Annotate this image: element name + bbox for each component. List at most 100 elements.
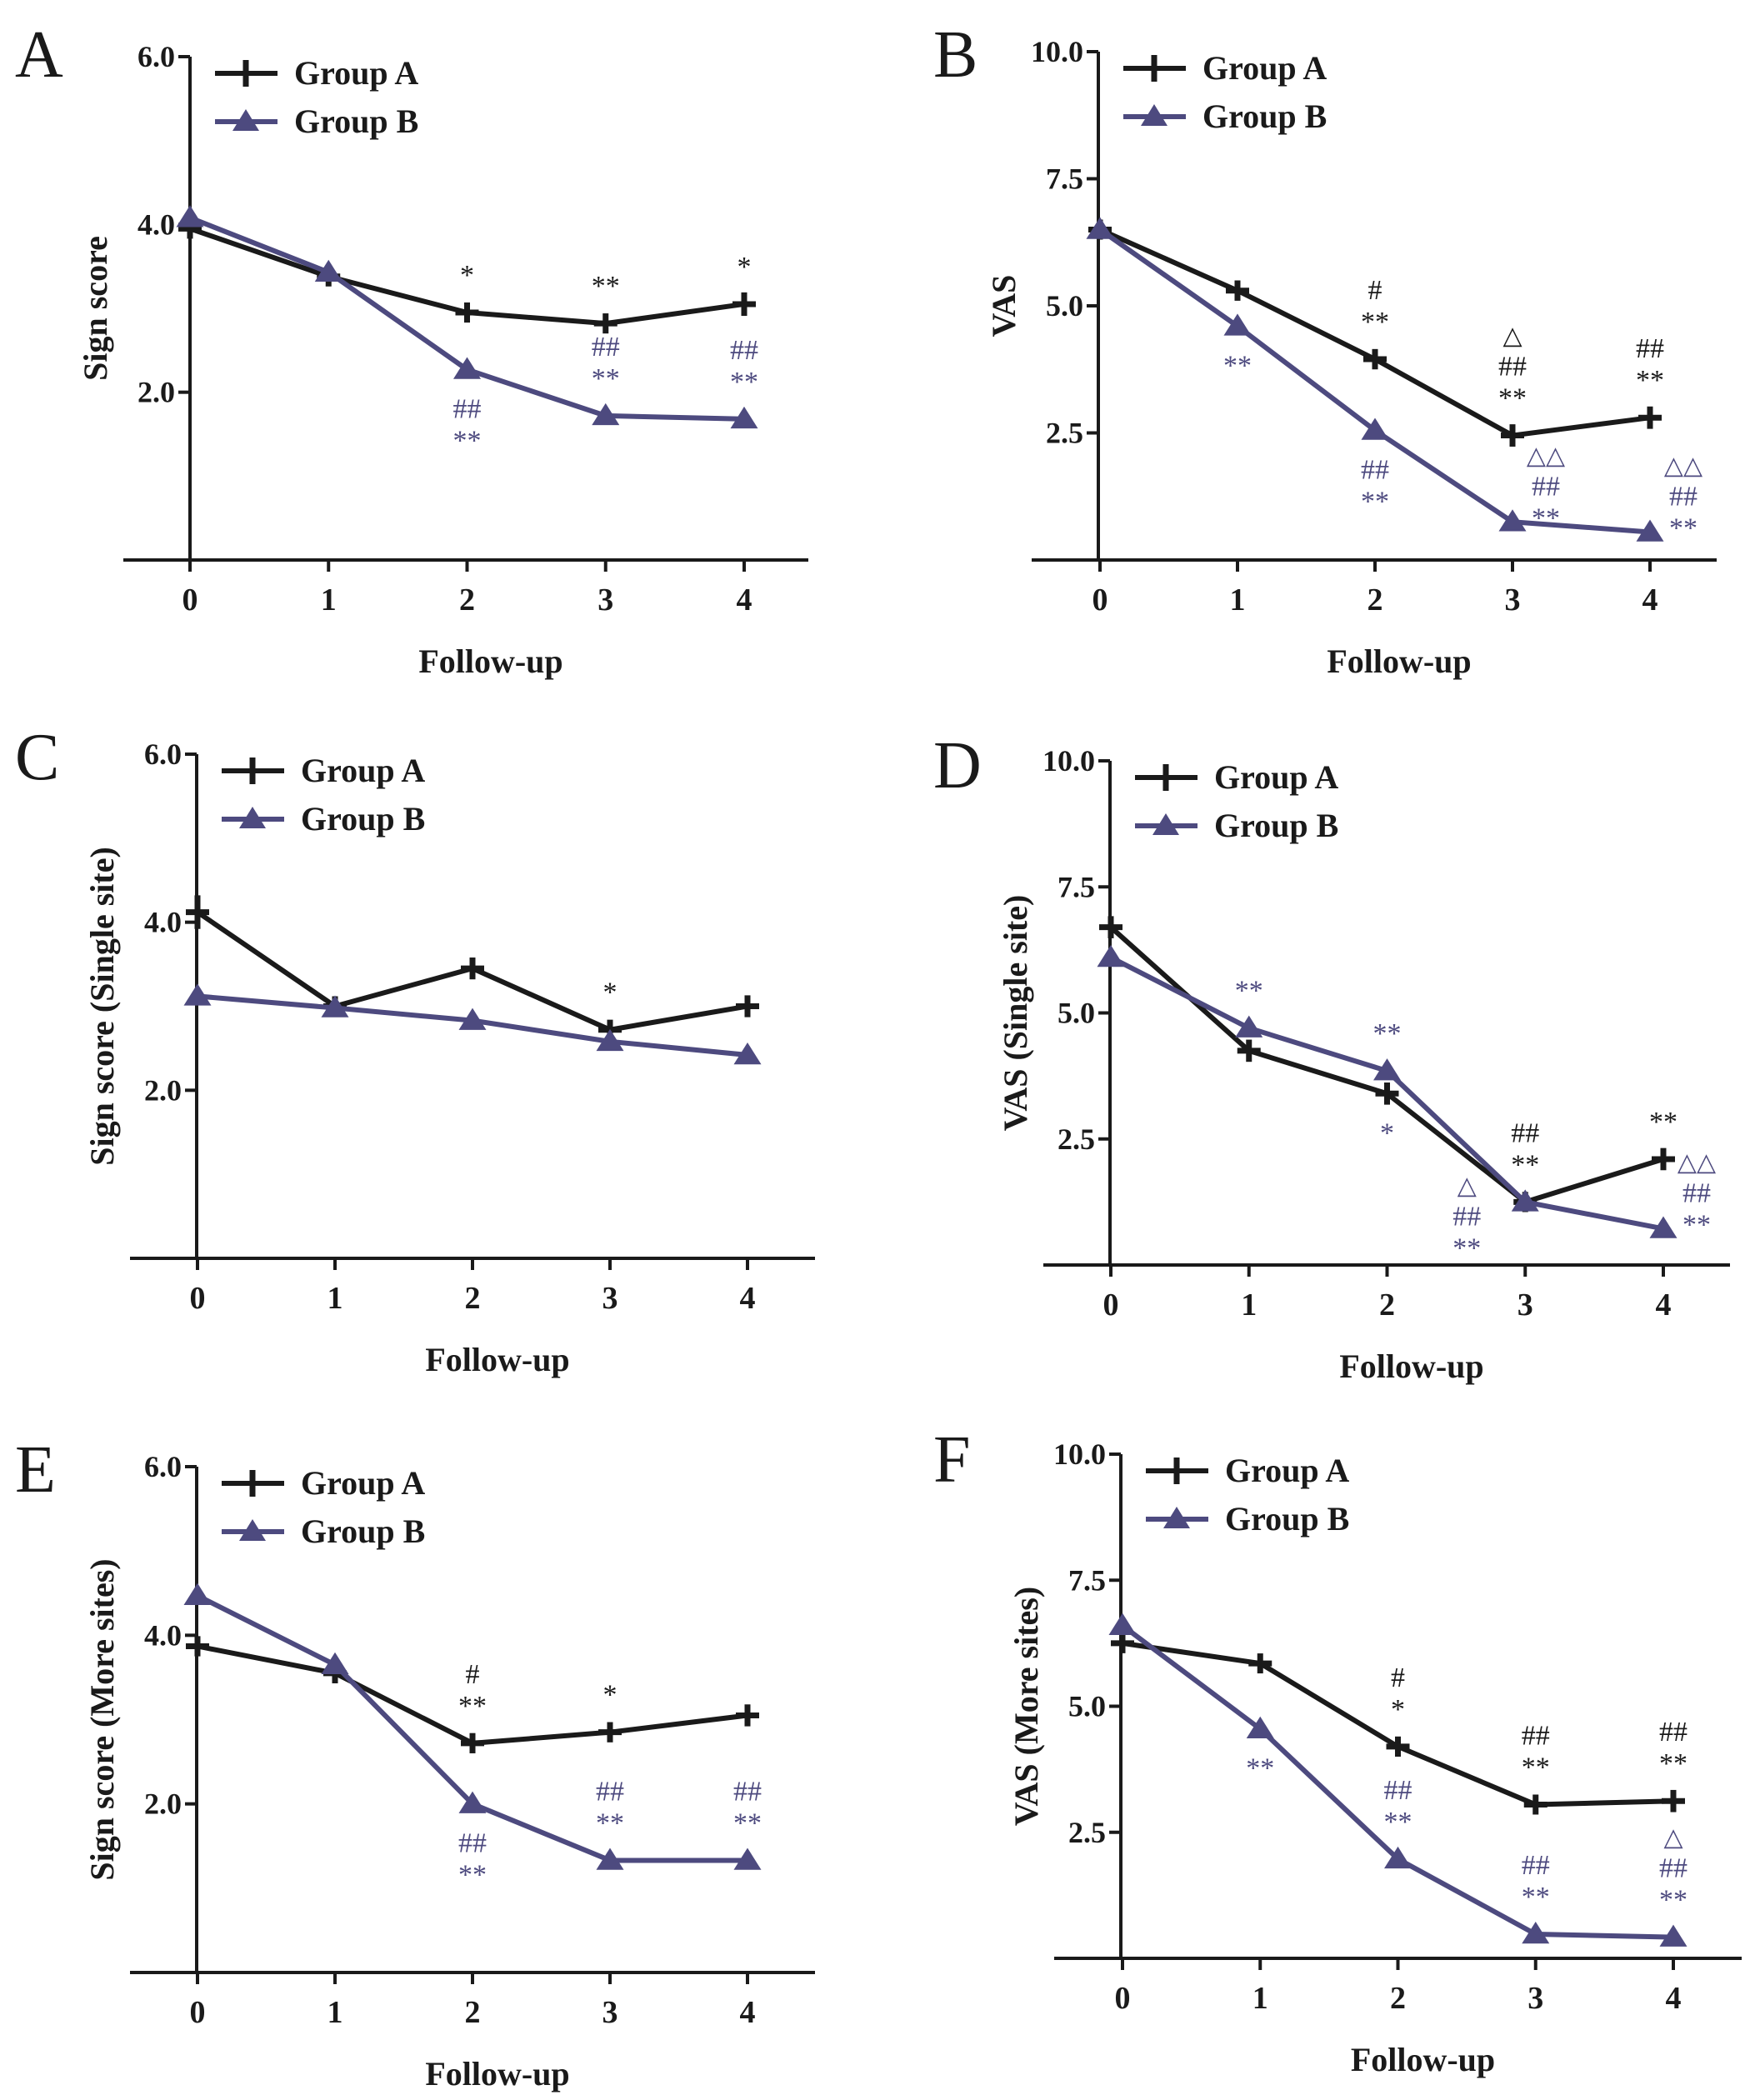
data-point-triangle: [1108, 1612, 1137, 1635]
significance-marker: ##: [592, 332, 620, 362]
data-point-triangle: [1498, 509, 1527, 532]
y-tick-label: 2.5: [1046, 417, 1083, 450]
significance-marker: ##: [1532, 471, 1560, 502]
data-point-triangle: [1373, 1058, 1401, 1081]
legend-label: Group B: [1214, 807, 1338, 844]
y-tick-label: 5.0: [1046, 289, 1083, 322]
x-axis-label: Follow-up: [425, 2055, 569, 2092]
significance-marker: △△: [1678, 1148, 1716, 1176]
y-tick-label: 2.5: [1058, 1122, 1095, 1156]
data-point-triangle: [1235, 1015, 1263, 1038]
data-point-triangle: [1636, 519, 1664, 542]
x-tick-label: 0: [182, 582, 198, 618]
significance-marker: ##: [1682, 1178, 1711, 1208]
data-point-triangle: [183, 1582, 212, 1606]
significance-marker: **: [1452, 1232, 1481, 1263]
y-axis-label: VAS (More sites): [1008, 1587, 1045, 1826]
significance-marker: ##: [1669, 481, 1698, 512]
y-tick-label: 5.0: [1068, 1690, 1106, 1723]
significance-marker: **: [1384, 1807, 1412, 1838]
x-tick-label: 4: [1656, 1288, 1672, 1322]
data-point-triangle: [1384, 1846, 1412, 1869]
significance-marker: **: [1522, 1752, 1550, 1782]
panel-f: F 2.5 5.0 7.5 10.0 0 1 2 3 4 Follow-up VAS (More si…: [933, 1423, 1742, 2078]
panel-label: B: [933, 18, 978, 92]
significance-marker: **: [1532, 502, 1560, 533]
x-tick-label: 4: [737, 582, 752, 618]
y-tick-label: 10.0: [1031, 35, 1083, 68]
data-point-triangle: [1659, 1924, 1688, 1947]
legend-marker-triangle: [239, 1519, 266, 1541]
significance-marker: **: [1361, 307, 1389, 338]
series-group-a: [1099, 916, 1675, 1212]
x-axis-label: Follow-up: [425, 1341, 569, 1378]
legend-label: Group B: [294, 102, 418, 140]
legend-label: Group B: [1225, 1500, 1349, 1538]
data-point-triangle: [1086, 217, 1114, 239]
significance-marker: ##: [730, 335, 758, 366]
legend-marker-triangle: [1163, 1507, 1190, 1528]
y-tick-label: 2.0: [144, 1788, 182, 1821]
panel-label: A: [15, 18, 63, 92]
panel-c: C 2.0 4.0 6.0 0 1 2 3 4 Follow-up Sign score (Sing…: [15, 721, 815, 1378]
y-tick-label: 10.0: [1053, 1438, 1106, 1471]
significance-marker: **: [458, 1860, 487, 1891]
x-tick-label: 2: [1368, 582, 1383, 618]
significance-marker: △: [1502, 322, 1522, 350]
data-point-triangle: [176, 205, 204, 228]
y-axis-label: VAS: [985, 275, 1022, 338]
data-point-triangle: [1223, 313, 1252, 336]
panel-a: A 2.0 4.0 6.0 0 1 2 3 4 Follow-up Sign score Group …: [15, 18, 808, 680]
significance-marker: **: [592, 271, 620, 302]
series-group-b: [1086, 217, 1664, 542]
significance-marker: *: [738, 252, 752, 282]
y-tick-label: 4.0: [144, 1618, 182, 1652]
data-point-triangle: [1511, 1189, 1539, 1212]
data-point-triangle: [1522, 1921, 1550, 1944]
x-tick-label: 1: [328, 1995, 343, 2030]
panel-e: E 2.0 4.0 6.0 0 1 2 3 4 Follow-up Sign score (More…: [15, 1433, 815, 2092]
legend-label: Group B: [301, 800, 425, 838]
significance-marker: ##: [1384, 1775, 1412, 1806]
legend-label: Group B: [1202, 98, 1327, 135]
significance-marker: **: [1649, 1107, 1678, 1138]
data-point-triangle: [458, 1791, 487, 1813]
significance-marker: ##: [1511, 1118, 1539, 1148]
y-tick-label: 7.5: [1058, 870, 1095, 903]
x-tick-label: 0: [190, 1995, 206, 2030]
x-tick-label: 3: [1528, 1981, 1543, 2016]
significance-marker: △: [1458, 1172, 1477, 1199]
series-group-b: [1108, 1612, 1688, 1947]
data-point-triangle: [1649, 1216, 1678, 1238]
x-tick-label: 1: [1241, 1288, 1257, 1322]
significance-marker: **: [1373, 1018, 1402, 1049]
significance-marker: **: [1246, 1753, 1274, 1784]
x-tick-label: 1: [321, 582, 337, 618]
significance-marker: *: [1380, 1118, 1394, 1148]
significance-marker: **: [1522, 1882, 1550, 1912]
y-axis-label: VAS (Single site): [997, 895, 1034, 1132]
y-tick-label: 6.0: [144, 738, 182, 771]
y-axis-label: Sign score: [77, 236, 114, 381]
legend-label: Group A: [301, 752, 425, 789]
significance-marker: **: [458, 1691, 487, 1722]
legend-label: Group A: [1202, 49, 1327, 87]
significance-marker: ##: [596, 1776, 624, 1807]
significance-marker: **: [1223, 350, 1252, 381]
y-tick-label: 4.0: [138, 208, 175, 241]
x-tick-label: 0: [1115, 1981, 1131, 2016]
panel-label: D: [933, 729, 982, 802]
significance-marker: #: [1368, 275, 1382, 306]
data-point-triangle: [733, 1042, 762, 1065]
y-tick-label: 5.0: [1058, 997, 1095, 1030]
x-tick-label: 4: [740, 1281, 756, 1316]
y-tick-label: 4.0: [144, 906, 182, 939]
data-point-triangle: [314, 259, 342, 282]
x-tick-label: 4: [740, 1995, 756, 2030]
y-tick-label: 10.0: [1042, 744, 1095, 778]
x-tick-label: 1: [1252, 1981, 1268, 2016]
significance-marker: ##: [1361, 454, 1389, 485]
x-tick-label: 4: [1642, 582, 1658, 618]
series-group-b: [183, 983, 762, 1065]
x-tick-label: 0: [1103, 1288, 1119, 1322]
